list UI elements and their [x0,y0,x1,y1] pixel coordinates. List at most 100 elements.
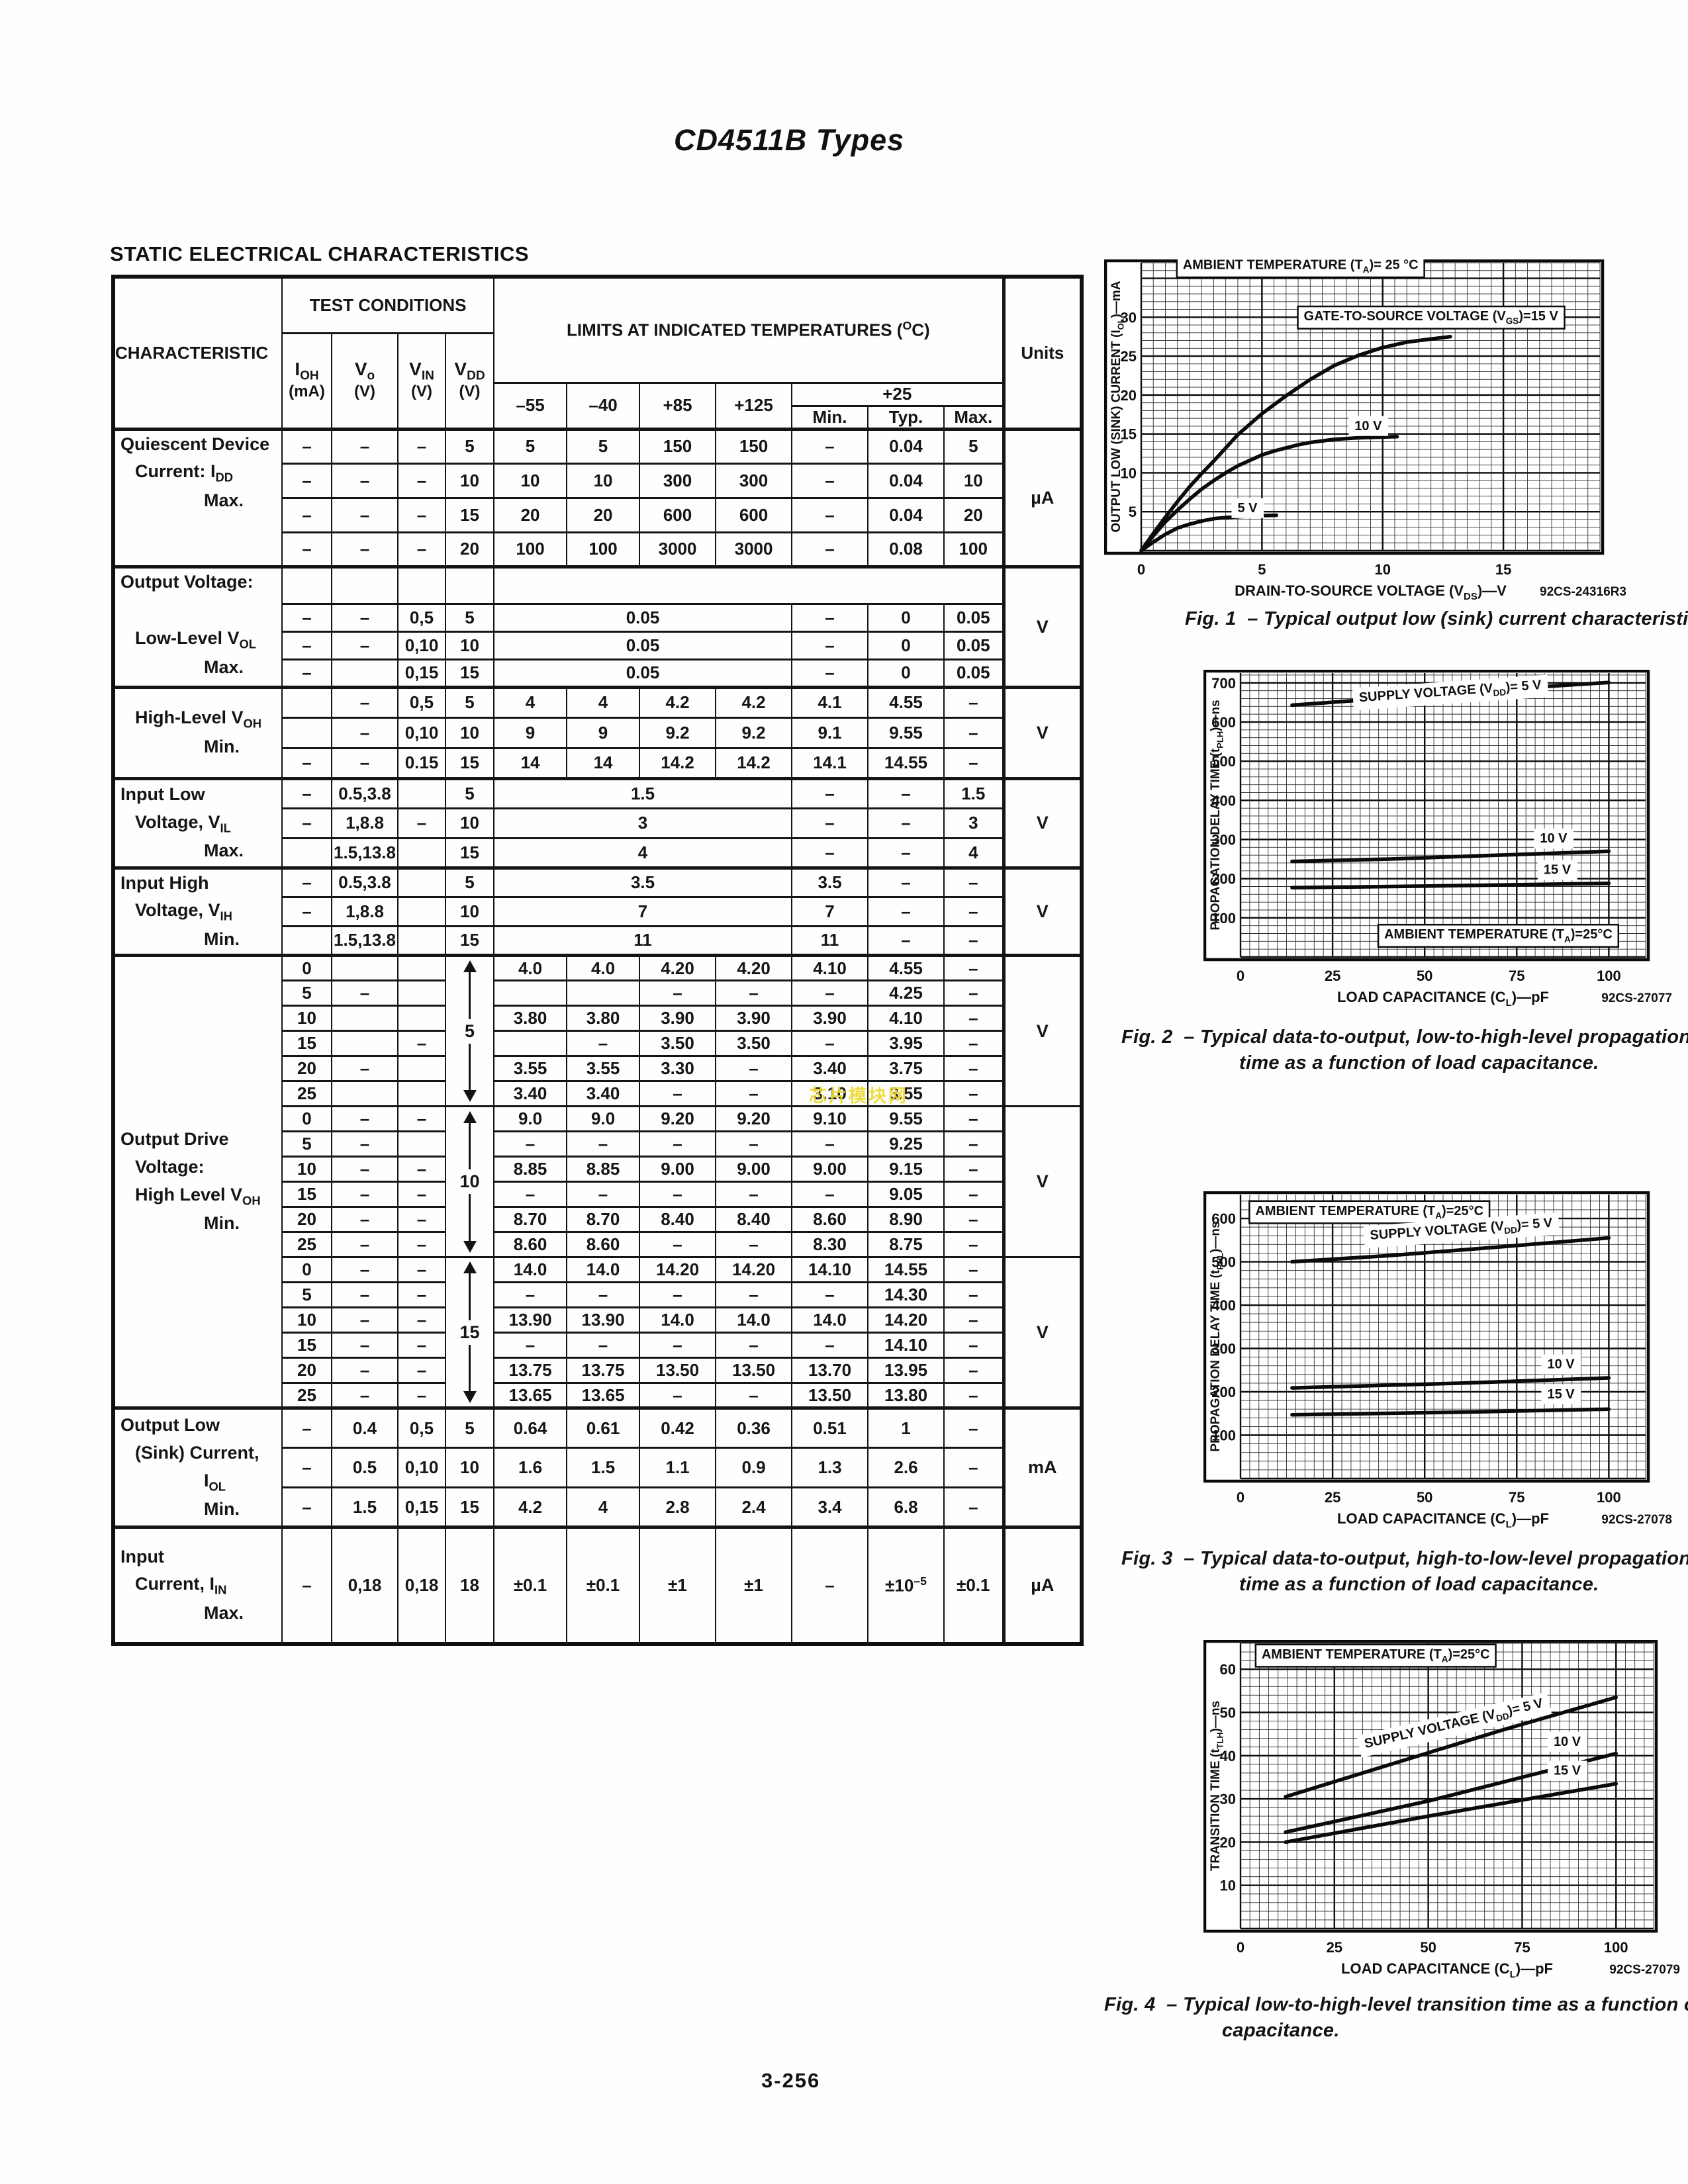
table-cell: 13.95 [867,1357,945,1385]
table-cell: – [281,866,332,898]
table-cell: 9.20 [715,1105,793,1133]
table-cell: – [639,1231,717,1259]
table-cell: 10 [444,716,495,749]
table-cell: – [791,776,869,809]
section-heading: STATIC ELECTRICAL CHARACTERISTICS [110,242,530,265]
table-cell: – [791,496,869,533]
table-cell: 9.20 [639,1105,717,1133]
svg-text:0: 0 [1137,561,1145,578]
svg-text:30: 30 [1121,309,1137,326]
table-cell: – [791,837,869,869]
table-cell: 4 [566,685,641,719]
table-cell: – [867,807,945,839]
table-cell: 10 [943,462,1005,499]
table-cell: 14.0 [791,1306,869,1334]
table-cell: 5 [444,776,495,809]
table-cell: 5 [281,979,332,1007]
units-cell: V [1002,1105,1083,1259]
table-cell: – [943,685,1005,719]
table-cell [331,1005,399,1032]
series-15V [1290,882,1611,890]
table-cell: – [639,1382,717,1410]
table-cell: – [397,1030,446,1058]
table-cell: – [791,1030,869,1058]
table-cell: 3.55 [867,1080,945,1108]
table-cell: 10 [444,807,495,839]
table-cell: 20 [943,496,1005,533]
vdd-arrow: 5 [444,954,495,1108]
svg-text:700: 700 [1211,675,1236,692]
table-cell: 25 [281,1382,332,1410]
series-10V [1139,435,1399,553]
table-cell: 5 [444,427,495,465]
table-cell: – [397,427,446,465]
characteristic-label: Input Current, IIN Max. [113,1525,283,1645]
table-cell: – [493,1130,568,1158]
svg-text:TRANSITION TIME (tTLH​)—ns: TRANSITION TIME (tTLH​)—ns [1209,1701,1225,1871]
table-cell: 1.6 [493,1447,568,1489]
svg-text:10 V: 10 V [1354,419,1382,433]
svg-text:100: 100 [1211,1428,1236,1444]
table-cell: – [331,1256,399,1284]
table-cell: – [331,496,399,533]
table-cell [281,837,332,869]
table-cell: – [943,1080,1005,1108]
table-cell: 1.5,13.8 [331,837,399,869]
table-cell: 3.4 [791,1486,869,1529]
table-cell: 600 [639,496,717,533]
table-cell: 1,8.8 [331,895,399,927]
table-cell: 14.20 [715,1256,793,1284]
table-cell: 3 [943,807,1005,839]
characteristic-label: Output Voltage: Low-Level VOL Max. [113,565,283,688]
table-cell: 8.85 [493,1156,568,1183]
table-cell: – [566,1130,641,1158]
table-cell: 18 [444,1525,495,1645]
table-cell [331,1080,399,1108]
table-cell: – [639,1281,717,1309]
table-cell [397,1005,446,1032]
table-cell: 0.15 [397,747,446,780]
figure-1-label: Fig. 1 [1185,608,1237,629]
table-cell: 14.55 [867,747,945,780]
table-cell: – [397,462,446,499]
svg-text:5: 5 [1129,504,1137,520]
table-cell: – [943,1382,1005,1410]
svg-text:400: 400 [1211,1297,1236,1314]
table-cell: 0.9 [715,1447,793,1489]
table-cell: 9.00 [715,1156,793,1183]
table-cell: 4.0 [493,954,568,982]
table-cell: 3.10 [791,1080,869,1108]
table-cell: 5 [566,427,641,465]
table-cell: – [397,1105,446,1133]
table-cell: – [281,895,332,927]
figure-1-chart: 5 10 15 20 25 30 0 5 10 15 OUTPUT LOW (SINK) CURRE… [1103,254,1630,624]
table-cell: – [397,1206,446,1234]
table-cell [493,1030,568,1058]
table-cell: – [331,1281,399,1309]
table-cell: 4.1 [791,685,869,719]
table-cell: 1,8.8 [331,807,399,839]
table-cell: 3000 [639,531,717,568]
stat-column-header: Typ. [867,404,945,430]
condition-column-header: VDD (V) [444,332,495,430]
table-cell: 14 [566,747,641,780]
table-cell [397,1080,446,1108]
table-cell: – [943,1030,1005,1058]
table-cell: 10 [566,462,641,499]
table-cell [397,837,446,869]
table-cell: 4.2 [493,1486,568,1529]
table-cell: 0.04 [867,496,945,533]
svg-text:0: 0 [1237,1489,1244,1506]
table-cell: – [943,1281,1005,1309]
svg-text:30: 30 [1220,1791,1236,1807]
table-cell: 20 [444,531,495,568]
table-cell: 5 [444,602,495,633]
table-cell: 3.50 [639,1030,717,1058]
table-cell: 9.2 [639,716,717,749]
svg-text:0: 0 [1237,1939,1244,1956]
table-cell: – [331,1231,399,1259]
table-cell: 3 [493,807,793,839]
table-cell: – [867,925,945,957]
table-cell: 20 [281,1206,332,1234]
table-cell: – [943,1105,1005,1133]
